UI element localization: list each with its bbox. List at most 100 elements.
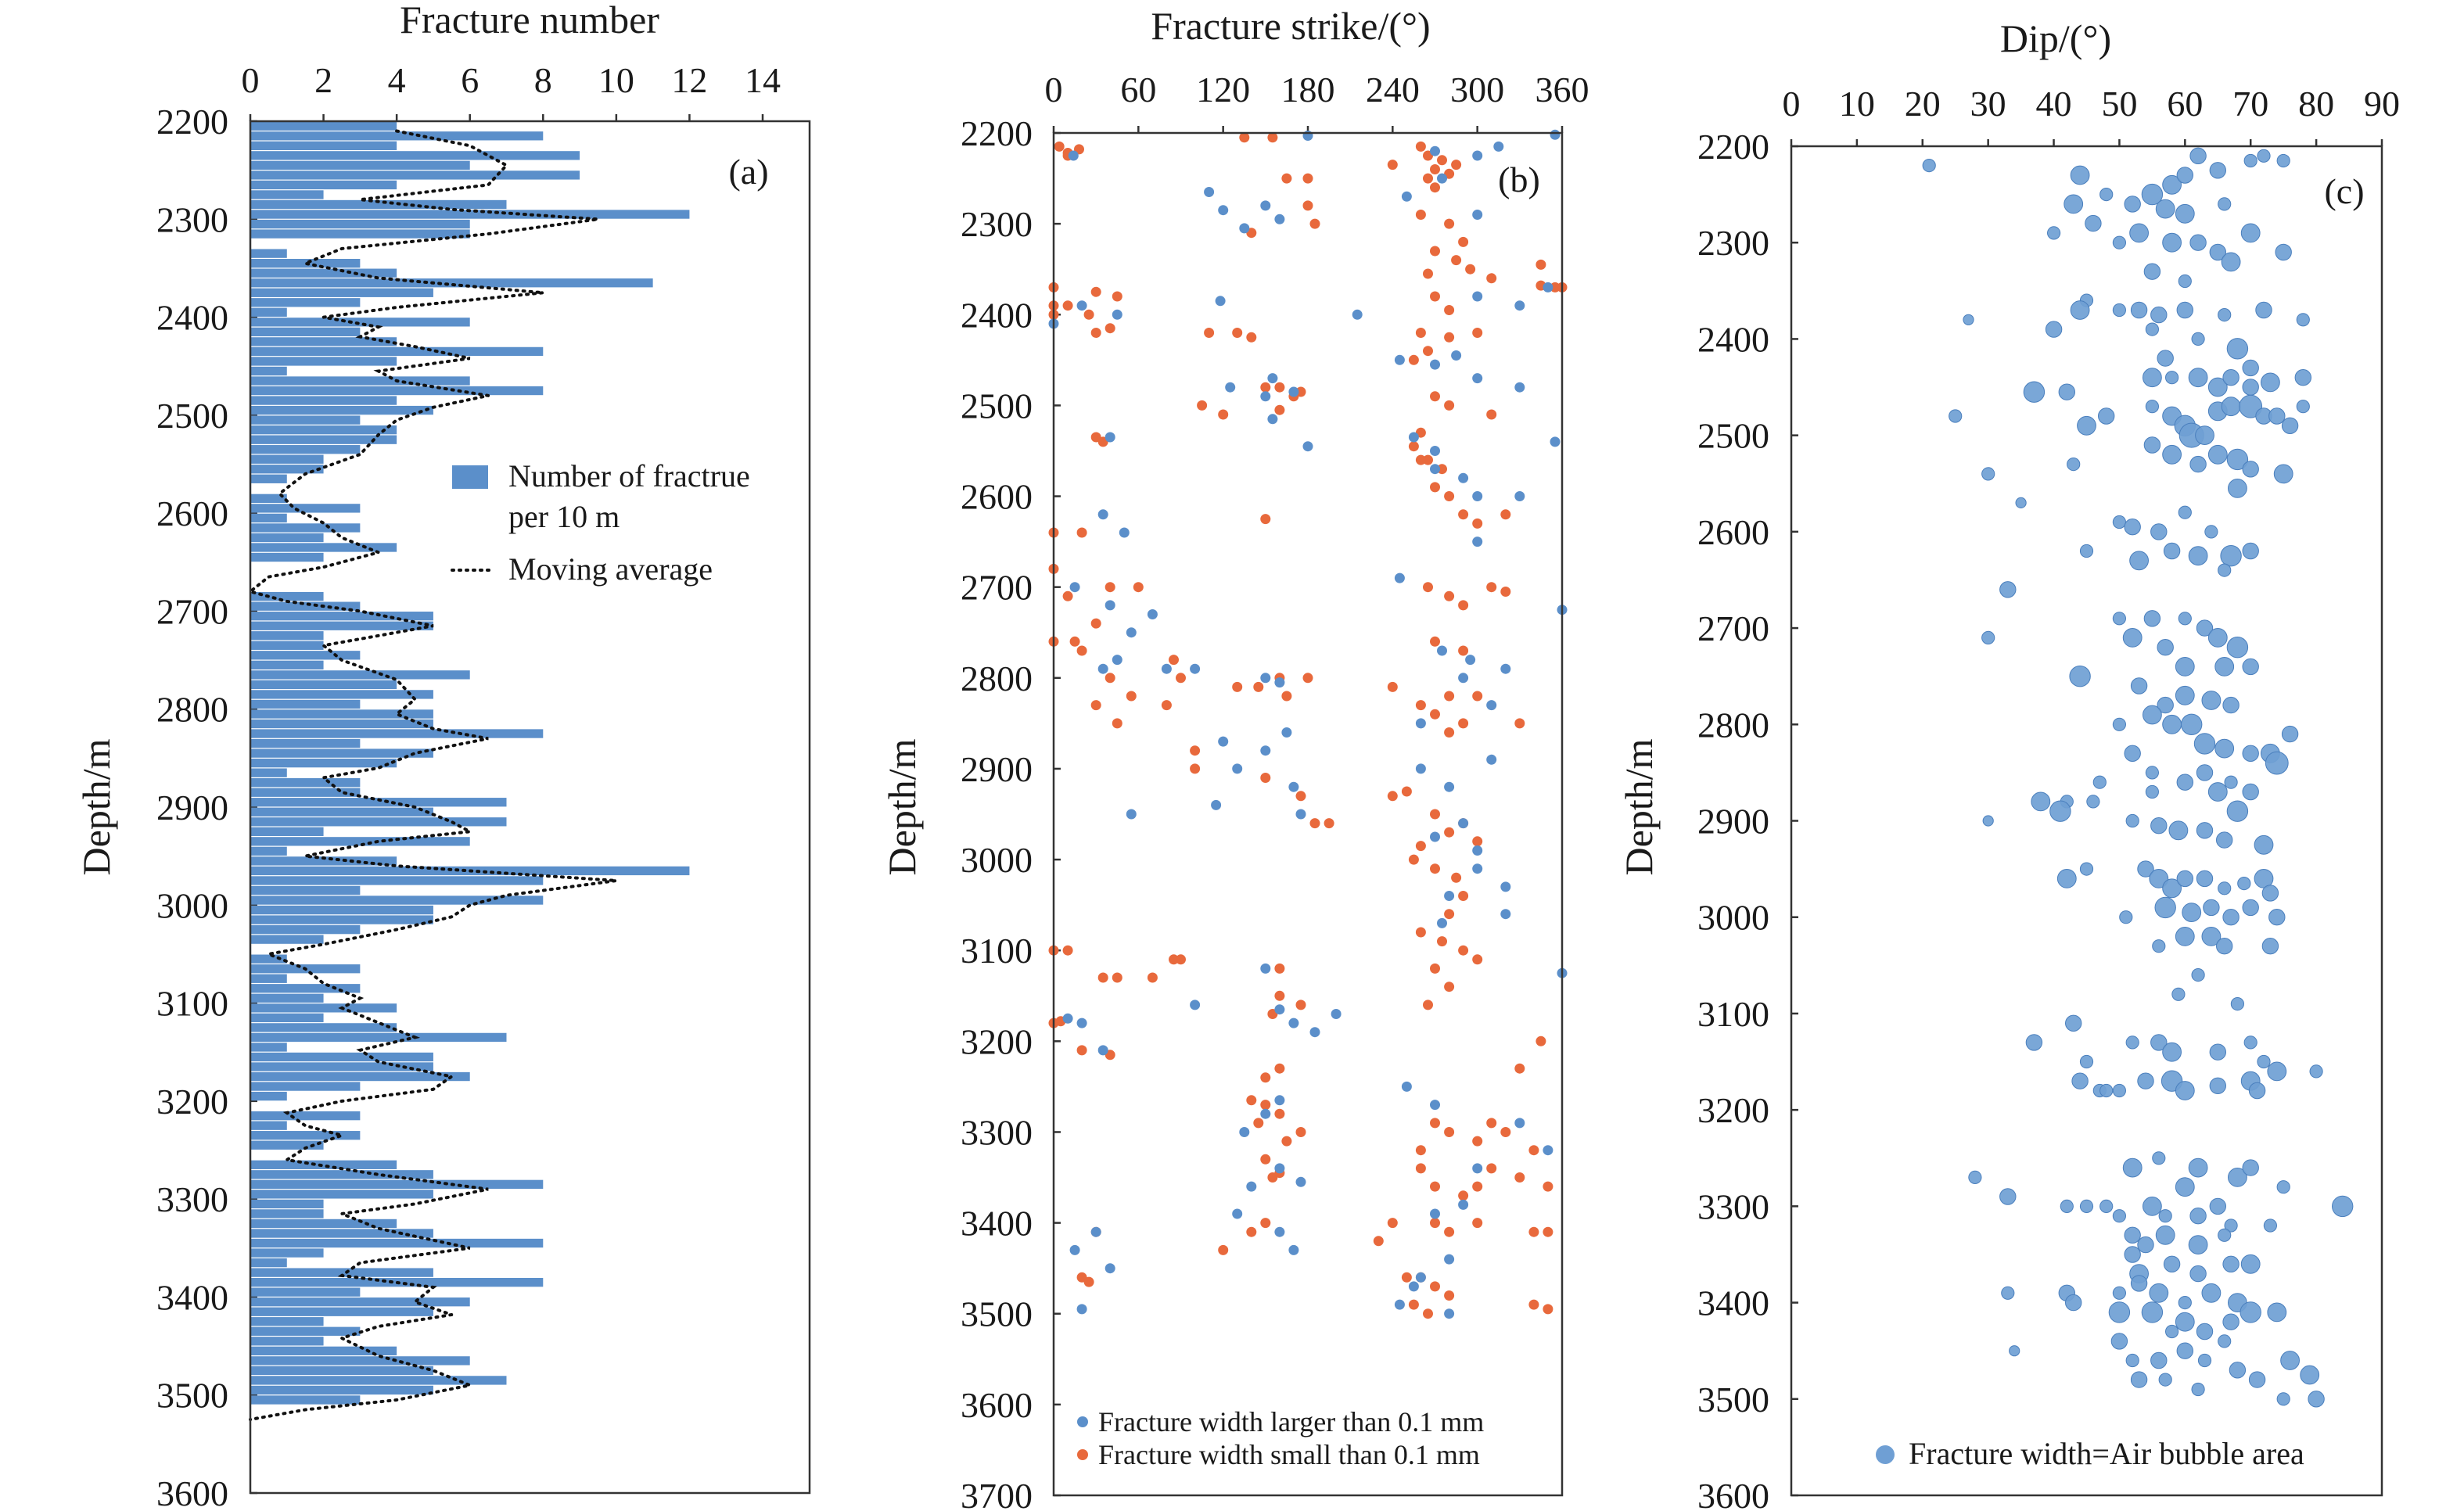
fracture-count-bar <box>250 219 470 229</box>
narrow-fracture-point <box>1437 155 1447 166</box>
fracture-bubble <box>2240 223 2261 243</box>
fracture-count-bar <box>250 268 397 278</box>
fracture-bubble <box>2257 1054 2271 1069</box>
narrow-fracture-point <box>1472 328 1483 338</box>
fracture-bubble <box>2261 938 2279 955</box>
narrow-fracture-point <box>1260 1072 1271 1083</box>
fracture-count-bar <box>250 758 397 768</box>
wide-fracture-point <box>1408 1281 1419 1292</box>
narrow-fracture-point <box>1430 1181 1440 1192</box>
legend-bar-label-line2: per 10 m <box>508 499 620 534</box>
narrow-fracture-point <box>1408 854 1419 865</box>
narrow-fracture-point <box>1295 386 1306 397</box>
narrow-fracture-point <box>1472 518 1483 529</box>
wide-fracture-point <box>1430 359 1440 370</box>
fracture-bubble <box>2239 394 2263 418</box>
fracture-bubble <box>2218 881 2232 895</box>
fracture-bubble <box>2178 612 2192 626</box>
panel-a-x-tick-label: 2 <box>314 60 332 100</box>
wide-fracture-point <box>1486 754 1497 765</box>
wide-fracture-point <box>1232 1208 1243 1219</box>
narrow-fracture-point <box>1415 927 1426 938</box>
fracture-count-bar <box>250 1170 433 1179</box>
narrow-fracture-point <box>1444 1226 1455 1237</box>
narrow-fracture-point <box>1415 841 1426 852</box>
wide-fracture-point <box>1190 1000 1201 1010</box>
fracture-bubble <box>2189 455 2207 473</box>
fracture-bubble <box>2248 1082 2266 1100</box>
panel-b-x-ticks: 0 60 120 180 240 300 360 <box>1045 70 1589 133</box>
fracture-count-bar <box>250 533 324 543</box>
narrow-fracture-point <box>1253 1118 1264 1129</box>
panel-a-plot-frame <box>249 120 811 1495</box>
narrow-fracture-point <box>1112 972 1122 983</box>
fracture-bubble <box>2218 1228 2232 1242</box>
wide-fracture-point <box>1514 491 1525 501</box>
narrow-fracture-point <box>1444 1127 1455 1137</box>
panel-c-y-tick-label: 3300 <box>1697 1186 1769 1226</box>
narrow-fracture-point <box>1408 441 1419 452</box>
fracture-bubble <box>2237 877 2251 891</box>
fracture-bubble <box>2056 869 2077 888</box>
legend-bar-swatch <box>452 465 488 489</box>
fracture-bubble <box>2165 371 2179 385</box>
fracture-bubble <box>2112 303 2126 318</box>
wide-fracture-point <box>1274 1095 1285 1106</box>
wide-fracture-point <box>1430 464 1440 475</box>
fracture-count-bar <box>250 612 433 621</box>
narrow-fracture-point <box>1472 1136 1483 1147</box>
fracture-bubble <box>2149 1283 2169 1303</box>
fracture-count-bar <box>250 396 397 405</box>
narrow-fracture-point <box>1281 173 1292 184</box>
fracture-count-bar <box>250 160 470 170</box>
panel-b-y-tick-label: 3000 <box>961 840 1033 880</box>
wide-fracture-point <box>1239 223 1250 234</box>
wide-fracture-point <box>1295 809 1306 820</box>
narrow-fracture-point <box>1090 618 1101 629</box>
fracture-count-bar <box>250 493 287 504</box>
fracture-bubble <box>2070 300 2090 320</box>
fracture-count-bar <box>250 298 361 307</box>
fracture-bubble <box>2045 321 2063 338</box>
fracture-bubble <box>2265 751 2289 775</box>
wide-fracture-point <box>1309 1027 1320 1038</box>
fracture-bubble <box>2267 1302 2287 1323</box>
narrow-fracture-point <box>1472 836 1483 847</box>
fracture-bubble <box>2193 733 2216 755</box>
wide-fracture-point <box>1190 663 1201 674</box>
panel-c-x-tick-label: 40 <box>2036 84 2072 124</box>
fracture-count-bar <box>250 827 324 836</box>
wide-fracture-point <box>1331 1009 1342 1019</box>
fracture-count-bar <box>250 1032 507 1043</box>
fracture-bubble <box>2025 1034 2043 1051</box>
narrow-fracture-point <box>1444 691 1455 702</box>
fracture-bubble <box>2242 899 2259 917</box>
narrow-fracture-point <box>1112 291 1122 302</box>
wide-fracture-point <box>1458 673 1469 684</box>
panel-b-y-ticks: 2200 2300 2400 2500 2600 2700 2800 2900 3000 3100… <box>961 113 1061 1511</box>
fracture-bubble <box>2224 1218 2238 1233</box>
narrow-fracture-point <box>1486 273 1497 284</box>
narrow-fracture-point <box>1190 745 1201 756</box>
fracture-bubble <box>2175 685 2195 705</box>
fracture-bubble <box>2124 1246 2141 1263</box>
panel-c-bubbles <box>1922 147 2354 1408</box>
narrow-fracture-point <box>1500 587 1511 597</box>
fracture-bubble <box>2065 1014 2082 1032</box>
fracture-bubble <box>2125 813 2139 828</box>
wide-fracture-point <box>1514 1118 1525 1129</box>
fracture-bubble <box>2254 834 2274 855</box>
fracture-count-bar <box>250 601 361 611</box>
narrow-fracture-point <box>1246 332 1257 343</box>
narrow-fracture-point <box>1176 954 1186 965</box>
narrow-fracture-point <box>1423 582 1433 593</box>
fracture-count-bar <box>250 1307 433 1316</box>
panel-c-y-tick-label: 2300 <box>1697 223 1769 263</box>
fracture-bubble <box>2155 1225 2175 1245</box>
wide-fracture-point <box>1444 1254 1455 1265</box>
fracture-count-bar <box>250 1082 361 1091</box>
panel-c-y-axis-title: Depth/m <box>1617 738 1661 875</box>
fracture-bubble <box>2150 817 2168 834</box>
narrow-fracture-point <box>1090 700 1101 711</box>
fracture-count-bar <box>250 1111 361 1121</box>
